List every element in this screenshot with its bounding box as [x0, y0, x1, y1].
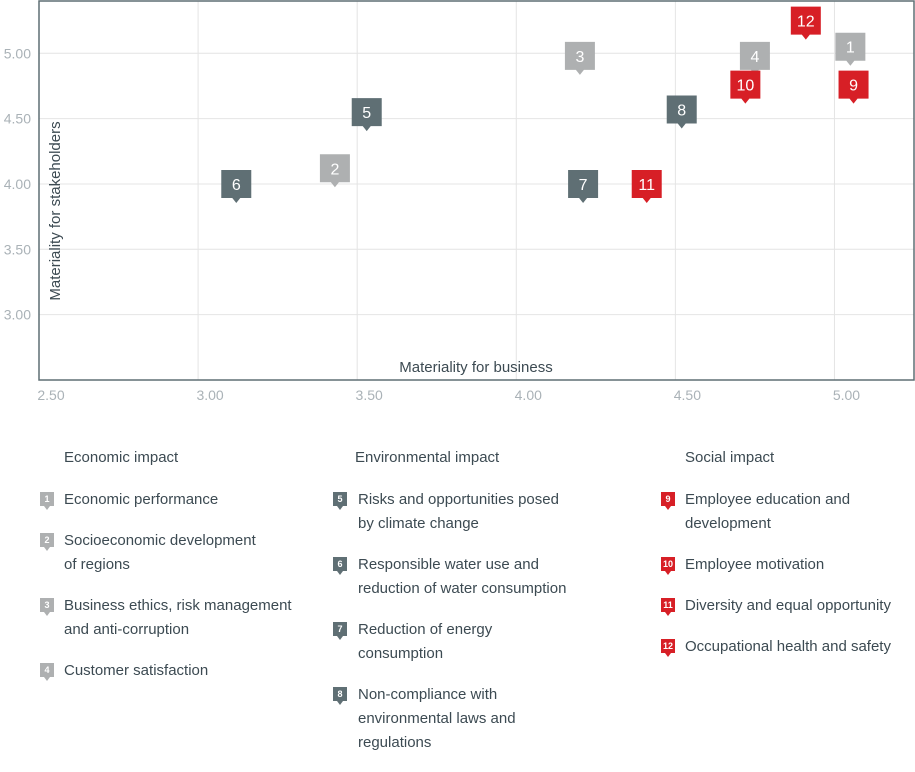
legend-item-text: Occupational health and safety: [685, 638, 891, 655]
marker-label: 10: [736, 78, 754, 95]
marker-shape: [351, 98, 382, 132]
legend-badge: 12: [661, 639, 675, 657]
legend-item-text: Employee education and development: [685, 491, 851, 532]
marker-label: 6: [232, 177, 241, 194]
legend-badge: 10: [661, 557, 675, 575]
legend-item-text: Economic performance: [64, 491, 219, 508]
legend-title-social: Social impact: [685, 449, 775, 466]
marker-4: 4: [739, 41, 770, 75]
legend-item-text: Business ethics, risk management and anti…: [64, 597, 292, 638]
legend-badge: 9: [661, 492, 675, 510]
marker-shape: [835, 32, 866, 66]
x-tick-label: 4.50: [674, 387, 701, 403]
legend-item: 6 Responsible water use and reduction of w…: [333, 553, 623, 601]
x-tick-label: 3.00: [196, 387, 223, 403]
y-tick-label: 4.00: [4, 176, 31, 192]
materiality-chart: 2.50 3.00 3.50 4.00 4.50 5.00 3.00 3.50 4.00 4.50…: [4, 0, 915, 403]
marker-3: 3: [564, 41, 595, 75]
x-tick-label: 4.00: [515, 387, 542, 403]
marker-shape: [790, 6, 821, 40]
legend-item: 8 Non-compliance with environmental laws a…: [333, 683, 623, 755]
legend-social: Social impact 9 Employee education and dev…: [661, 448, 911, 676]
legend-item: 4 Customer satisfaction: [40, 659, 320, 683]
marker-7: 7: [568, 169, 599, 203]
marker-shape: [221, 169, 252, 203]
marker-5: 5: [351, 98, 382, 132]
y-tick-label: 3.00: [4, 307, 31, 323]
marker-11: 11: [631, 169, 662, 203]
marker-label: 11: [638, 177, 655, 194]
grid: [39, 1, 914, 380]
plot-frame: [38, 0, 915, 381]
marker-label: 3: [575, 49, 584, 66]
legend-badge: 3: [40, 598, 54, 616]
legend-item: 10 Employee motivation: [661, 553, 911, 577]
marker-6: 6: [221, 169, 252, 203]
legend-item-text: Socioeconomic development of regions: [64, 532, 256, 573]
x-axis-label: Materiality for business: [399, 359, 552, 376]
legend-badge: 7: [333, 622, 347, 640]
legend-item: 1 Economic performance: [40, 488, 320, 512]
marker-shape: [631, 169, 662, 203]
marker-label: 12: [797, 14, 815, 31]
legend-badge: 1: [40, 492, 54, 510]
legend-item: 3 Business ethics, risk management and ant…: [40, 594, 320, 642]
legend-item-text: Employee motivation: [685, 556, 825, 573]
marker-2: 2: [319, 154, 350, 188]
legend-badge: 4: [40, 663, 54, 681]
marker-label: 5: [362, 105, 371, 122]
marker-label: 7: [579, 177, 588, 194]
marker-label: 2: [330, 161, 339, 178]
legend-item: 11 Diversity and equal opportunity: [661, 594, 911, 618]
legend-item: 12 Occupational health and safety: [661, 635, 911, 659]
marker-1: 1: [835, 32, 866, 66]
legend-item-text: Responsible water use and reduction of wa…: [358, 556, 567, 597]
marker-12: 12: [790, 6, 821, 40]
legend-item: 5 Risks and opportunities posed by climate…: [333, 488, 623, 536]
marker-label: 1: [846, 40, 855, 57]
marker-shape: [730, 70, 761, 104]
legend-item-text: Customer satisfaction: [64, 662, 209, 679]
y-axis-label: Materiality for stakeholders: [47, 121, 64, 300]
x-tick-label: 3.50: [356, 387, 383, 403]
marker-9: 9: [838, 70, 869, 104]
marker-10: 10: [730, 70, 761, 104]
marker-label: 8: [677, 102, 686, 119]
legend-item: 2 Socioeconomic development of regions: [40, 529, 320, 577]
y-tick-label: 5.00: [4, 45, 31, 61]
x-tick-label: 2.50: [37, 387, 64, 403]
legend-badge: 6: [333, 557, 347, 575]
legend-badge: 8: [333, 687, 347, 705]
marker-shape: [568, 169, 599, 203]
x-tick-label: 5.00: [833, 387, 860, 403]
legend-title-economic: Economic impact: [64, 449, 179, 466]
legend-economic: Economic impact 1 Economic performance 2 So…: [40, 448, 320, 700]
marker-shape: [666, 95, 697, 129]
marker-shape: [739, 41, 770, 75]
legend-badge: 5: [333, 492, 347, 510]
legend-item-text: Reduction of energy consumption: [358, 621, 493, 662]
y-tick-label: 3.50: [4, 241, 31, 257]
legend-badge: 11: [661, 598, 675, 616]
marker-shape: [838, 70, 869, 104]
legend-title-environmental: Environmental impact: [355, 449, 500, 466]
marker-label: 9: [849, 78, 858, 95]
legend-item-text: Non-compliance with environmental laws an…: [358, 686, 516, 751]
legend-environmental: Environmental impact 5 Risks and opportun…: [333, 448, 623, 772]
tick-labels: 2.50 3.00 3.50 4.00 4.50 5.00 3.00 3.50 4.00 4.50…: [4, 45, 861, 403]
legend-item-text: Risks and opportunities posed by climate …: [358, 491, 559, 532]
marker-shape: [564, 41, 595, 75]
marker-shape: [319, 154, 350, 188]
legend-item: 9 Employee education and development: [661, 488, 911, 536]
legend-item-text: Diversity and equal opportunity: [685, 597, 891, 614]
legend-badge: 2: [40, 533, 54, 551]
marker-label: 4: [750, 49, 759, 66]
y-tick-label: 4.50: [4, 111, 31, 127]
legend-item: 7 Reduction of energy consumption: [333, 618, 623, 666]
marker-8: 8: [666, 95, 697, 129]
